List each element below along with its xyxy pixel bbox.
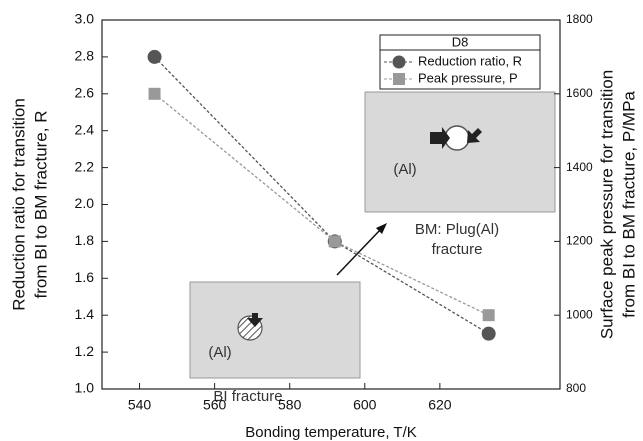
y-tick-label: 1.0 [75, 380, 95, 396]
x-axis-label: Bonding temperature, T/K [245, 424, 417, 441]
y2-axis-label: Surface peak pressure for transition [597, 70, 616, 339]
annotation: BI fracture [213, 388, 282, 405]
legend-label: Peak pressure, P [418, 70, 518, 85]
y-axis-label: from BI to BM fracture, R [31, 111, 50, 299]
y2-tick-label: 800 [566, 381, 586, 395]
marker [482, 309, 495, 322]
y-tick-label: 1.2 [75, 343, 95, 359]
inset-bm: (Al) BM: Plug(Al) fracture [364, 91, 556, 258]
inset-bi: (Al) BI fracture [189, 281, 361, 405]
x-tick-label: 560 [203, 397, 227, 413]
y-tick-label: 1.8 [75, 232, 95, 248]
arrow [336, 228, 382, 276]
y-tick-label: 2.2 [75, 158, 95, 174]
marker [147, 49, 162, 64]
legend-marker [392, 55, 406, 69]
annotation: fracture [432, 241, 483, 258]
marker [148, 87, 161, 100]
marker [481, 326, 496, 341]
y-tick-label: 1.4 [75, 306, 95, 322]
legend-label: Reduction ratio, R [418, 53, 522, 68]
annotation: (Al) [393, 161, 416, 178]
y-tick-label: 1.6 [75, 269, 95, 285]
y-tick-label: 2.8 [75, 48, 95, 64]
y-tick-label: 2.4 [75, 121, 95, 137]
x-tick-label: 600 [353, 397, 377, 413]
x-tick-label: 620 [428, 397, 452, 413]
y2-tick-label: 1600 [566, 86, 593, 100]
y2-tick-label: 1400 [566, 160, 593, 174]
x-tick-label: 580 [278, 397, 302, 413]
y-tick-label: 3.0 [75, 11, 95, 27]
y2-tick-label: 1000 [566, 307, 593, 321]
legend-title: D8 [452, 34, 469, 49]
y2-axis-label: from BI to BM fracture, P/MPa [619, 91, 638, 318]
annotation: BM: Plug(Al) [415, 221, 499, 238]
y-axis-label: Reduction ratio for transition [9, 98, 28, 311]
y-tick-label: 2.6 [75, 85, 95, 101]
arrow-head [376, 223, 387, 234]
annotation: (Al) [208, 344, 231, 361]
y2-tick-label: 1200 [566, 234, 593, 248]
y2-tick-label: 1800 [566, 12, 593, 26]
y-tick-label: 2.0 [75, 195, 95, 211]
x-tick-label: 540 [128, 397, 152, 413]
legend-marker [393, 73, 405, 85]
marker [328, 235, 341, 248]
